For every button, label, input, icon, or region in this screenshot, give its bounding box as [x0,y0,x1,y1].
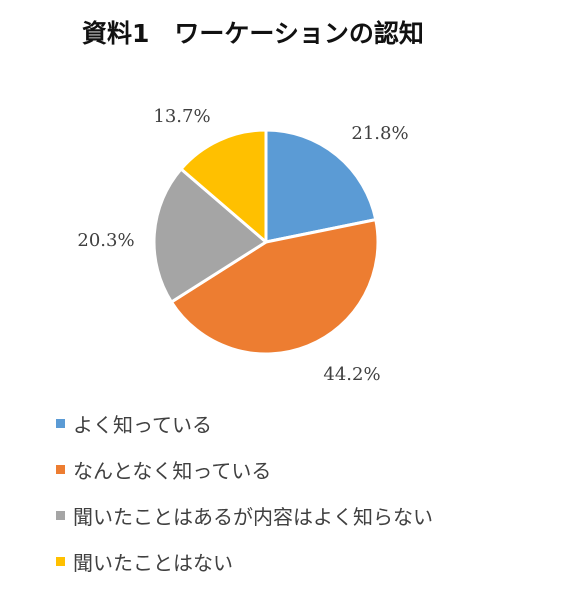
legend-label-4: 聞いたことはない [73,550,233,575]
data-label-3: 20.3% [77,230,134,251]
pie-chart: 21.8% 44.2% 20.3% 13.7% [77,106,408,385]
data-label-4: 13.7% [153,106,210,127]
legend-label-2: なんとなく知っている [73,458,272,483]
chart-title: 資料1 ワーケーションの認知 [82,19,424,48]
data-label-2: 44.2% [323,364,380,385]
pie-slice-1 [264,128,378,244]
legend-swatch-1 [56,418,65,428]
legend-item-3: 聞いたことはあるが内容はよく知らない [56,492,433,538]
legend-swatch-4 [56,556,65,566]
legend-item-1: よく知っている [56,400,433,446]
legend-label-1: よく知っている [73,412,212,437]
pie-slice-4 [179,128,268,244]
data-label-1: 21.8% [351,123,408,144]
legend-swatch-3 [56,510,65,520]
pie-slice-2 [169,218,380,356]
legend-item-4: 聞いたことはない [56,538,433,584]
legend: よく知っているなんとなく知っている聞いたことはあるが内容はよく知らない 聞いたこと… [56,400,433,584]
legend-swatch-2 [56,464,65,474]
legend-item-2: なんとなく知っている [56,446,433,492]
pie-slice-3 [152,167,268,304]
legend-label-3: 聞いたことはあるが内容はよく知らない [73,504,433,529]
